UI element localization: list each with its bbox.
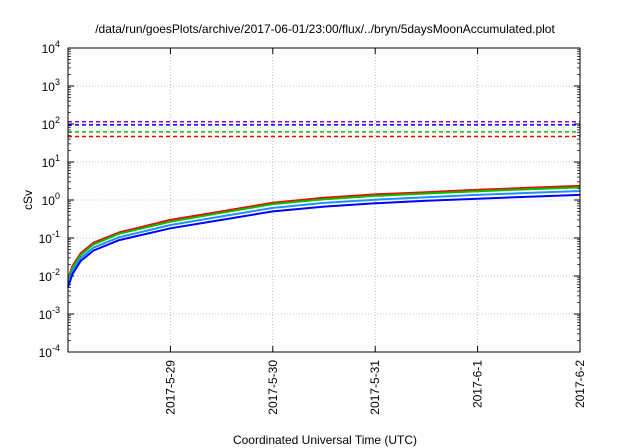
x-axis-label: Coordinated Universal Time (UTC) [233, 433, 417, 447]
chart-title: /data/run/goesPlots/archive/2017-06-01/2… [95, 22, 555, 36]
x-tick-label: 2017-5-29 [163, 360, 177, 415]
x-tick-label: 2017-5-31 [368, 360, 382, 415]
x-tick-label: 2017-5-30 [266, 360, 280, 415]
series-line [67, 184, 581, 281]
series-line [67, 193, 581, 288]
series-line [67, 186, 581, 283]
limit-lines [68, 120, 580, 138]
x-tick-label: 2017-6-1 [471, 360, 485, 408]
series-line [67, 190, 581, 285]
y-axis-label: cSv [21, 190, 35, 210]
series-lines [67, 184, 581, 288]
x-ticks: 2017-5-29 2017-5-30 2017-5-31 2017-6-1 2017-… [163, 48, 587, 415]
x-tick-label: 2017-6-2 [573, 360, 587, 408]
plot-frame [67, 47, 581, 353]
